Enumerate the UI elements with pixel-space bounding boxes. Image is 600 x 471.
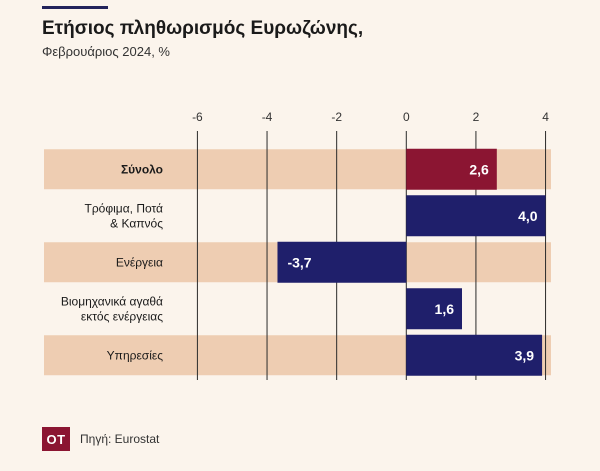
category-label: Βιομηχανικά αγαθά xyxy=(61,294,163,308)
bar xyxy=(277,241,407,283)
ot-logo: OT xyxy=(42,427,70,451)
data-label: 4,0 xyxy=(518,208,538,224)
title-accent-rule xyxy=(42,6,108,9)
bar xyxy=(406,195,546,237)
data-label: 1,6 xyxy=(435,301,455,317)
bar xyxy=(406,334,543,376)
bar xyxy=(406,148,497,190)
chart-subtitle: Φεβρουάριος 2024, % xyxy=(42,44,170,59)
category-label: Ενέργεια xyxy=(116,255,163,269)
data-label: -3,7 xyxy=(287,254,311,270)
category-label: εκτός ενέργειας xyxy=(81,309,163,323)
category-label: Υπηρεσίες xyxy=(107,348,164,362)
source-note: Πηγή: Eurostat xyxy=(80,432,160,446)
bar-chart: -6 -4 -2 0 2 4 2,6 Σύνολο 4,0 Τρόφιμα, Ποτά& Καπν… xyxy=(44,110,551,380)
data-label: 2,6 xyxy=(469,161,489,177)
x-tick-label: 2 xyxy=(473,110,480,124)
x-tick-label: 4 xyxy=(542,110,549,124)
category-label: & Καπνός xyxy=(110,216,163,230)
data-label: 3,9 xyxy=(515,347,535,363)
category-label: Σύνολο xyxy=(121,162,163,176)
chart-title: Ετήσιος πληθωρισμός Ευρωζώνης, xyxy=(42,18,364,39)
category-label: Τρόφιμα, Ποτά xyxy=(85,201,164,215)
bar xyxy=(406,288,462,330)
x-tick-label: -2 xyxy=(331,110,342,124)
x-tick-label: 0 xyxy=(403,110,410,124)
x-tick-label: -6 xyxy=(192,110,203,124)
x-tick-label: -4 xyxy=(262,110,273,124)
